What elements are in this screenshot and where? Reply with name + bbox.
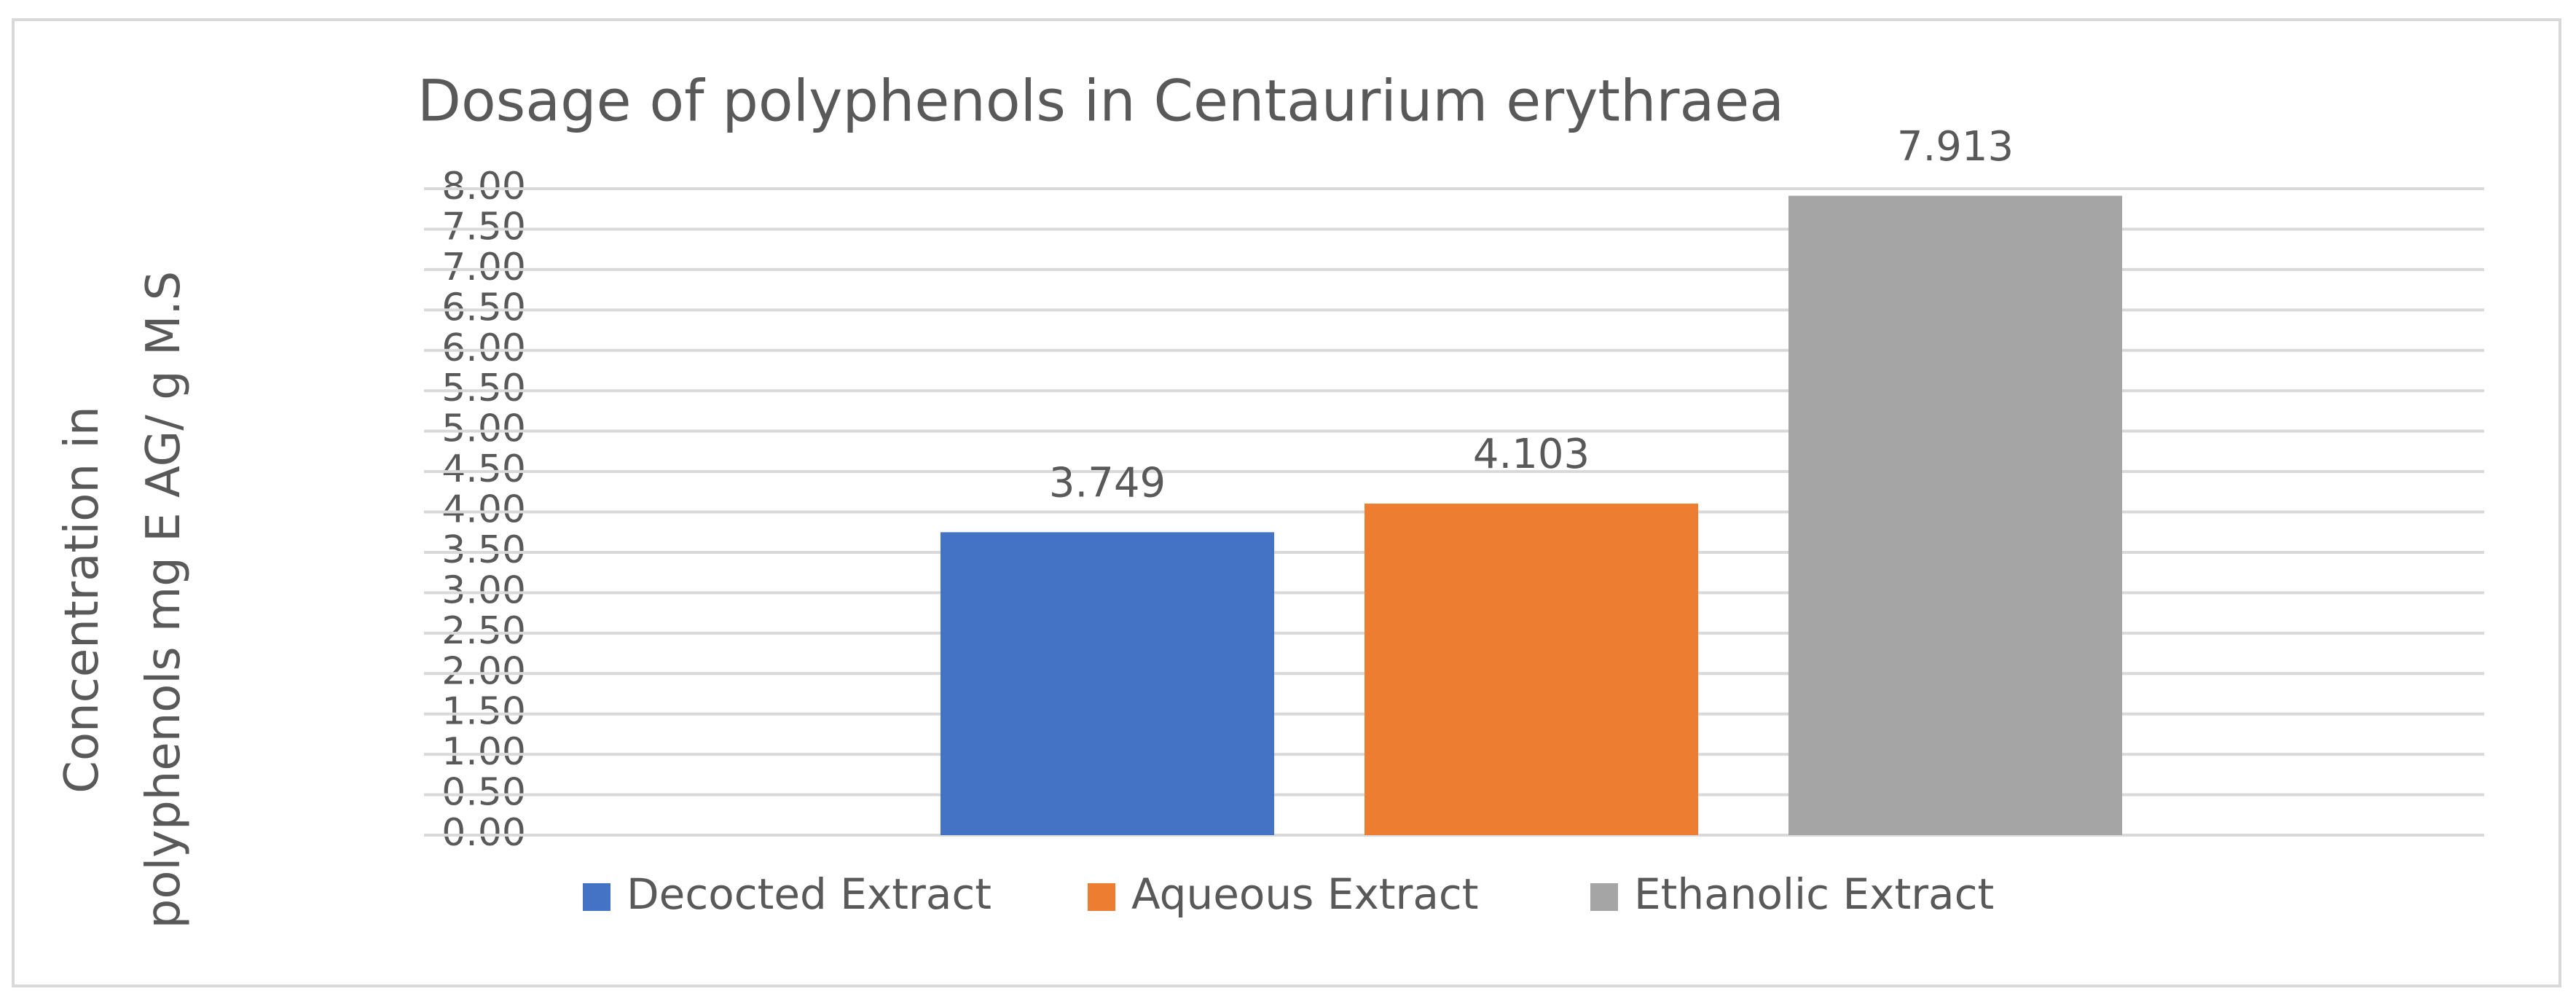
y-tick-label: 2.00 [441, 649, 526, 693]
legend-swatch [1590, 883, 1618, 911]
value-label: 7.913 [1897, 123, 2014, 171]
y-tick-label: 5.50 [441, 367, 526, 410]
y-tick-label: 5.00 [441, 407, 526, 451]
value-label: 3.749 [1049, 459, 1166, 506]
legend-swatch [1088, 883, 1115, 911]
bar [1788, 195, 2122, 835]
y-axis-label: Concentration in polyphenols mg E AG/ g … [55, 270, 191, 929]
y-tick-label: 7.50 [441, 205, 526, 248]
y-tick-label: 3.50 [441, 528, 526, 572]
y-tick-label: 3.00 [441, 568, 526, 612]
y-tick-label: 1.00 [441, 730, 526, 774]
y-tick-label: 7.00 [441, 246, 526, 289]
legend-label: Decocted Extract [627, 869, 991, 919]
y-tick-label: 4.50 [441, 447, 526, 491]
value-label: 4.103 [1473, 431, 1590, 478]
y-tick-label: 2.50 [441, 609, 526, 653]
legend-swatch [583, 883, 610, 911]
chart-title: Dosage of polyphenols in Centaurium eryt… [417, 69, 1784, 134]
legend-label: Aqueous Extract [1131, 869, 1479, 919]
legend-label: Ethanolic Extract [1634, 869, 1994, 919]
bar [1364, 504, 1698, 835]
y-tick-label: 6.00 [441, 326, 526, 370]
chart-border [12, 18, 2561, 987]
y-tick-label: 1.50 [441, 690, 526, 734]
y-tick-label: 0.00 [441, 811, 526, 855]
y-tick-label: 0.50 [441, 771, 526, 815]
y-tick-label: 4.00 [441, 488, 526, 532]
y-tick-label: 8.00 [441, 165, 526, 208]
bar [941, 532, 1274, 835]
y-tick-label: 6.50 [441, 286, 526, 329]
